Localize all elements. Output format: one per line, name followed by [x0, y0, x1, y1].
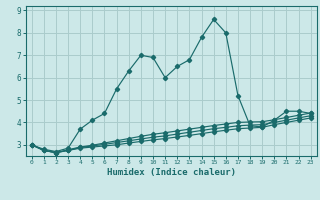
X-axis label: Humidex (Indice chaleur): Humidex (Indice chaleur)	[107, 168, 236, 177]
